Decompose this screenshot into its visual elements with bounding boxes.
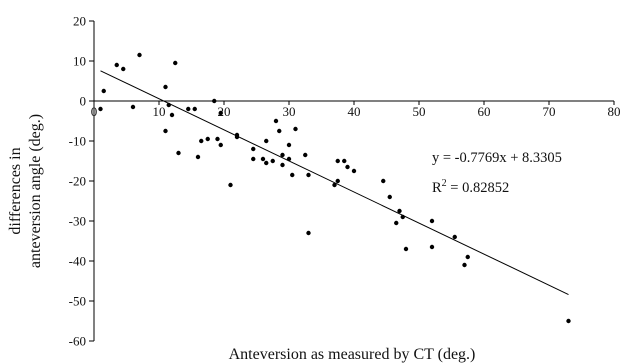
data-point [286,142,292,148]
data-point [342,158,347,164]
x-axis-ticks: 0 10 20 30 40 50 60 70 80 [91,101,621,119]
data-point [303,152,308,158]
data-point [566,318,571,324]
y-tick-label: 10 [73,54,86,69]
data-point [335,178,340,184]
x-tick-label: 70 [543,104,556,119]
y-axis-label-line1: differences in [7,147,24,234]
axes [93,21,614,341]
data-point [387,194,392,200]
data-point [280,152,285,158]
data-point [166,102,171,108]
data-point [270,158,275,164]
y-tick-label: -40 [69,254,86,269]
data-point [429,218,435,224]
y-tick-label: -30 [69,214,86,229]
data-point [280,162,285,168]
x-axis-label: Anteversion as measured by CT (deg.) [229,346,476,363]
data-point [137,52,142,58]
equation-label: y = -0.7769x + 8.3305 [432,150,562,166]
data-point [205,136,210,142]
data-point [381,178,386,184]
data-point [114,62,119,68]
data-point [332,182,337,188]
x-tick-label: 0 [91,104,98,119]
data-point [234,132,240,138]
data-point [173,60,178,66]
data-point [465,254,470,260]
y-tick-label: -20 [69,174,86,189]
data-point [306,230,311,236]
data-point [130,104,136,110]
data-points [98,52,571,324]
y-tick-label: -50 [69,294,86,309]
data-point [306,172,311,178]
data-point [163,84,168,90]
data-point [212,98,217,104]
y-axis-label-line2: anteversion angle (deg.) [27,114,44,268]
data-point [176,150,181,156]
data-point [452,234,457,240]
data-point [462,262,467,268]
data-point [394,220,399,226]
data-point [101,88,106,94]
y-tick-label: 20 [73,14,86,29]
data-point [397,208,402,214]
data-point [260,156,266,162]
data-point [351,168,357,174]
data-point [163,128,168,134]
y-tick-label: -60 [69,334,86,349]
trendline [100,70,569,295]
data-point [215,136,220,142]
data-point [429,244,435,250]
data-point [400,214,405,220]
x-tick-label: 10 [153,104,166,119]
y-tick-label: 0 [80,94,87,109]
data-point [199,138,204,144]
data-point [98,106,103,112]
y-tick-label: -10 [69,134,86,149]
data-point [121,66,126,72]
data-point [169,112,175,118]
x-tick-label: 20 [218,104,231,119]
data-point [251,156,256,162]
data-point [192,106,197,112]
data-point [228,182,233,188]
x-tick-label: 50 [413,104,426,119]
data-point [264,160,269,166]
data-point [273,118,279,124]
data-point [345,164,350,170]
data-point [251,146,256,152]
data-point [403,246,409,252]
data-point [290,172,295,178]
data-point [286,156,292,162]
data-point [277,128,282,134]
data-point [264,138,269,144]
x-tick-label: 30 [283,104,296,119]
x-tick-label: 40 [348,104,361,119]
data-point [293,126,298,132]
r-squared-label: R2 = 0.82852 [432,178,509,196]
data-point [335,158,340,164]
data-point [218,110,223,116]
x-tick-label: 60 [478,104,491,119]
data-point [195,154,201,160]
data-point [218,142,223,148]
y-axis-ticks: 20 10 0 -10 -20 -30 -40 -50 -60 [69,14,94,349]
x-tick-label: 80 [608,104,621,119]
data-point [186,106,191,112]
